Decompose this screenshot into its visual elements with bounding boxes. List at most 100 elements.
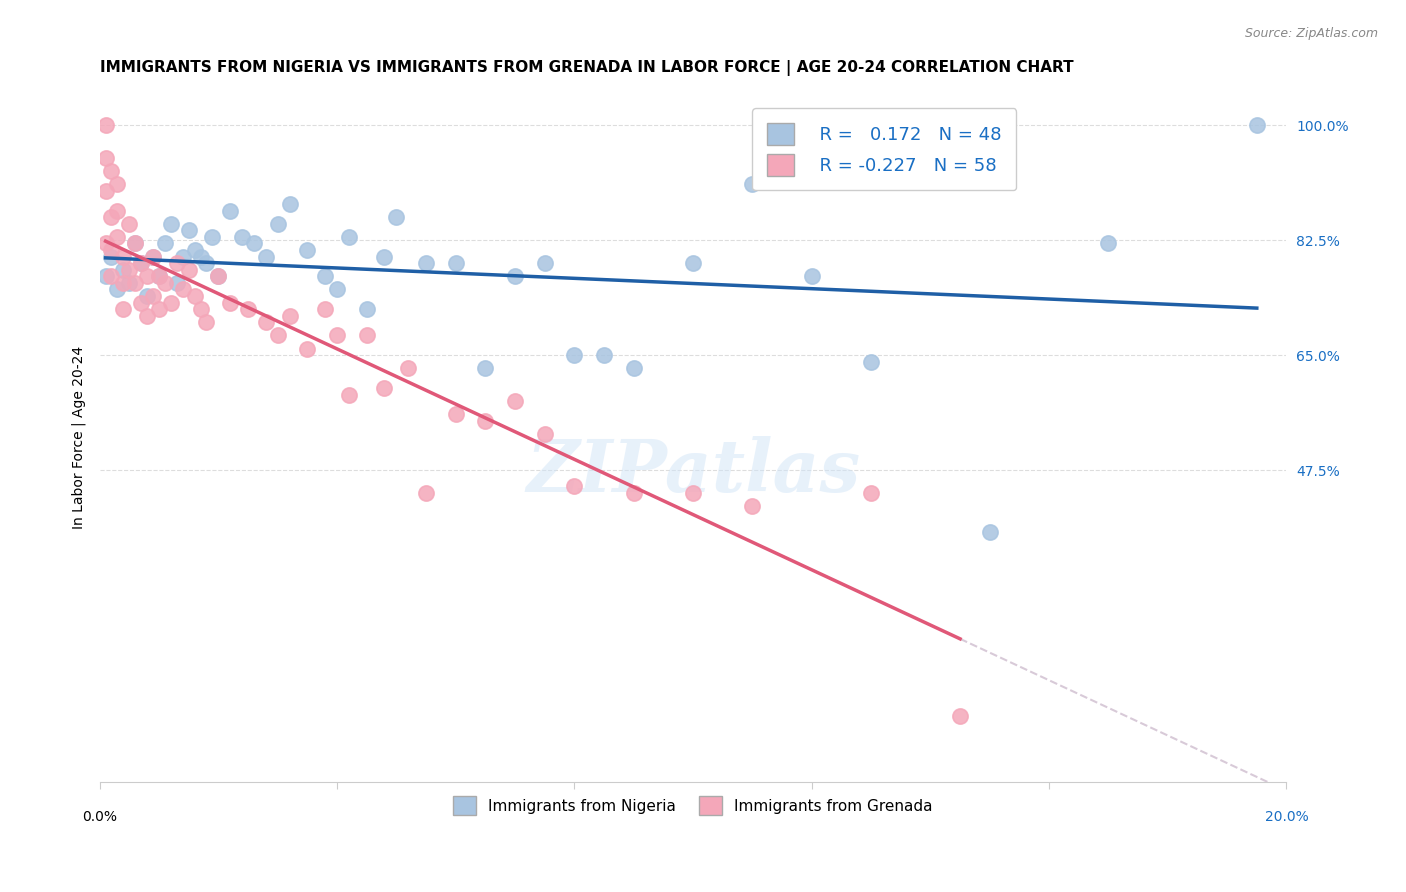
Point xyxy=(124,236,146,251)
Text: IMMIGRANTS FROM NIGERIA VS IMMIGRANTS FROM GRENADA IN LABOR FORCE | AGE 20-24 CO: IMMIGRANTS FROM NIGERIA VS IMMIGRANTS FR… xyxy=(100,60,1073,76)
Point xyxy=(979,525,1001,540)
Point xyxy=(94,269,117,284)
Point xyxy=(356,302,378,317)
Point xyxy=(100,269,122,284)
Point xyxy=(623,486,645,500)
Point xyxy=(201,230,224,244)
Point xyxy=(444,256,467,270)
Point xyxy=(177,223,200,237)
Point xyxy=(166,256,188,270)
Point xyxy=(860,354,883,368)
Point xyxy=(100,164,122,178)
Text: Source: ZipAtlas.com: Source: ZipAtlas.com xyxy=(1244,27,1378,40)
Point xyxy=(118,262,141,277)
Point xyxy=(94,236,117,251)
Point xyxy=(94,151,117,165)
Point xyxy=(129,256,152,270)
Point xyxy=(564,479,586,493)
Point xyxy=(124,236,146,251)
Point xyxy=(183,289,205,303)
Point xyxy=(1097,236,1119,251)
Point xyxy=(266,328,288,343)
Point xyxy=(231,230,253,244)
Point xyxy=(326,328,349,343)
Point xyxy=(314,269,336,284)
Point xyxy=(593,348,616,362)
Point xyxy=(564,348,586,362)
Point xyxy=(112,302,135,317)
Point xyxy=(1246,118,1268,132)
Point xyxy=(107,230,129,244)
Point xyxy=(474,414,496,428)
Point xyxy=(94,118,117,132)
Point xyxy=(195,256,218,270)
Point xyxy=(444,407,467,421)
Point xyxy=(860,486,883,500)
Point xyxy=(172,283,194,297)
Point xyxy=(503,394,526,409)
Point xyxy=(190,250,212,264)
Point xyxy=(136,309,159,323)
Point xyxy=(195,315,218,329)
Point xyxy=(533,426,555,441)
Point xyxy=(266,217,288,231)
Point xyxy=(254,315,277,329)
Text: 0.0%: 0.0% xyxy=(82,810,117,823)
Point xyxy=(136,269,159,284)
Point xyxy=(100,250,122,264)
Point xyxy=(148,302,170,317)
Point xyxy=(415,486,437,500)
Point xyxy=(949,709,972,723)
Point xyxy=(254,250,277,264)
Point xyxy=(474,361,496,376)
Point xyxy=(503,269,526,284)
Point xyxy=(177,262,200,277)
Point xyxy=(623,361,645,376)
Point xyxy=(148,269,170,284)
Point xyxy=(129,295,152,310)
Point xyxy=(533,256,555,270)
Point xyxy=(107,283,129,297)
Point xyxy=(741,178,763,192)
Point xyxy=(142,289,165,303)
Point xyxy=(160,217,183,231)
Point xyxy=(112,262,135,277)
Point xyxy=(278,309,301,323)
Point xyxy=(800,269,823,284)
Point xyxy=(124,276,146,290)
Point xyxy=(153,276,176,290)
Point xyxy=(142,250,165,264)
Point xyxy=(682,486,704,500)
Point xyxy=(396,361,419,376)
Point xyxy=(326,283,349,297)
Point xyxy=(100,211,122,225)
Point xyxy=(297,243,319,257)
Point xyxy=(236,302,259,317)
Point xyxy=(385,211,408,225)
Text: ZIPatlas: ZIPatlas xyxy=(526,436,860,508)
Point xyxy=(183,243,205,257)
Point xyxy=(172,250,194,264)
Point xyxy=(153,236,176,251)
Point xyxy=(337,230,360,244)
Point xyxy=(107,178,129,192)
Point xyxy=(207,269,229,284)
Point xyxy=(373,250,395,264)
Point xyxy=(142,250,165,264)
Point xyxy=(337,387,360,401)
Legend: Immigrants from Nigeria, Immigrants from Grenada: Immigrants from Nigeria, Immigrants from… xyxy=(446,789,941,822)
Point xyxy=(112,250,135,264)
Point xyxy=(415,256,437,270)
Point xyxy=(207,269,229,284)
Point xyxy=(190,302,212,317)
Point xyxy=(297,342,319,356)
Point xyxy=(118,217,141,231)
Point xyxy=(94,184,117,198)
Y-axis label: In Labor Force | Age 20-24: In Labor Force | Age 20-24 xyxy=(72,346,86,529)
Point xyxy=(682,256,704,270)
Point xyxy=(243,236,266,251)
Point xyxy=(136,289,159,303)
Point xyxy=(148,269,170,284)
Point xyxy=(278,197,301,211)
Point xyxy=(160,295,183,310)
